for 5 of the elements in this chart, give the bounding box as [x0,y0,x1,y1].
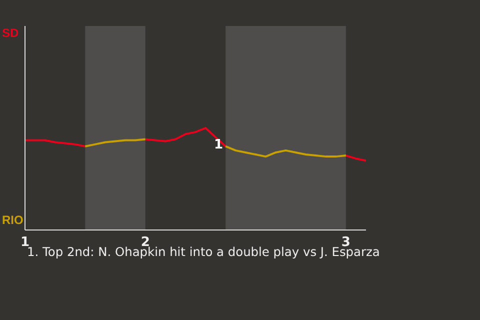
text: RIO [2,213,24,227]
x-tick-label: 3 [341,235,350,250]
x-tick-label: 1 [20,235,30,250]
annotation: 1 [214,137,224,152]
text: SD [2,26,19,40]
